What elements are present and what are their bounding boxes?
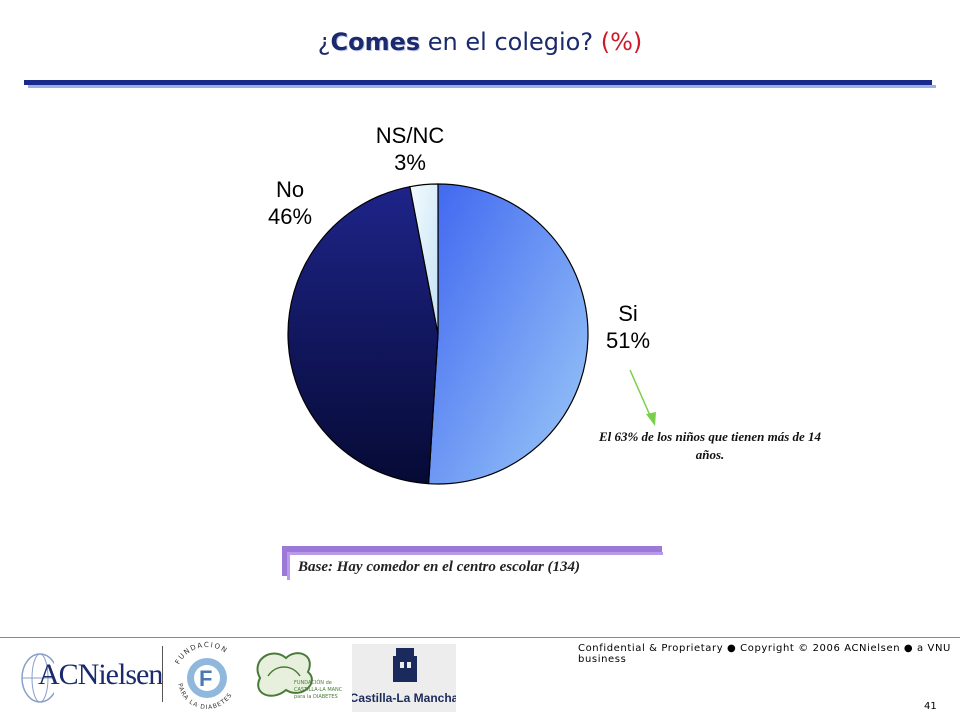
page-number: 41 [924,701,937,712]
pie-slice-no [287,185,439,485]
title-keyword: Comes [330,28,421,56]
slice-label-si: Si 51% [588,300,668,354]
slice-name-nsnc: NS/NC [375,123,445,148]
annotation-arrow [629,369,653,421]
fundacion-diabetes-logo: F FUNDACION PARA LA DIABETES [174,641,233,711]
acnielsen-wordmark: ACNielsen [38,658,163,691]
pie-slice-nsnc [409,183,439,335]
acnielsen-globe-icon [21,653,54,703]
annotation-text: El 63% de los niños que tienen más de 14… [598,429,822,462]
castilla-la-mancha-logo: Castilla-La Mancha [352,644,456,712]
svg-text:para la DIABETES: para la DIABETES [294,694,338,700]
footer-copyright: Confidential & Proprietary ● Copyright ©… [578,643,951,665]
slice-name-si: Si [618,301,638,326]
acnielsen-logo: ACNielsen [14,646,164,712]
slice-value-si: 51% [605,328,651,353]
annotation-arrowhead [646,412,656,426]
logo-divider [162,646,163,702]
title-percent: (%) [600,28,643,56]
slice-name-no: No [275,177,305,202]
slice-value-no: 46% [267,204,313,229]
title-rule [24,80,932,85]
svg-text:F: F [199,666,212,691]
svg-text:Castilla-La Mancha: Castilla-La Mancha [352,691,456,705]
pie-chart [287,183,656,485]
fundacion-clm-logo: FUNDACIÓN de CASTILLA-LA MANCHA para la … [256,652,342,700]
title-open-mark: ¿ [317,28,331,56]
title-rest: en el colegio? [420,28,594,56]
svg-text:FUNDACIÓN de: FUNDACIÓN de [294,679,332,686]
page-title: ¿Comes en el colegio? (%) [0,28,960,56]
pie-slice-si [427,183,589,485]
footer-divider [0,637,960,638]
title-rule-shadow [28,85,936,88]
slice-value-nsnc: 3% [394,150,426,175]
slice-label-nsnc: NS/NC 3% [360,122,460,176]
slice-label-no: No 46% [250,176,330,230]
base-note: Base: Hay comedor en el centro escolar (… [287,552,663,580]
svg-text:CASTILLA-LA MANCHA: CASTILLA-LA MANCHA [294,687,342,693]
